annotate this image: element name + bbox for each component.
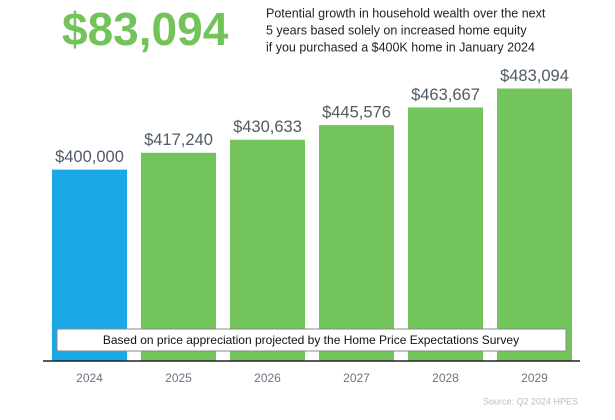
- note: Based on price appreciation projected by…: [103, 333, 519, 347]
- bars: $400,000 $417,240 $430,633 $445,576 $463,667…: [52, 67, 572, 361]
- value-label: $483,094: [500, 67, 569, 85]
- bar: [497, 88, 572, 361]
- bar: [319, 125, 394, 361]
- x-tick-label: 2029: [521, 371, 548, 385]
- source: Source: Q2 2024 HPES: [483, 396, 578, 406]
- headline: $83,094: [62, 3, 229, 55]
- value-label: $430,633: [233, 118, 302, 136]
- note-box: [56, 328, 567, 352]
- value-label: $463,667: [411, 86, 480, 104]
- x-tick-label: 2024: [76, 371, 103, 385]
- x-tick-label: 2028: [432, 371, 459, 385]
- subtitle-line: 5 years based solely on increased home e…: [266, 23, 527, 37]
- bar: [230, 139, 305, 361]
- value-label: $400,000: [55, 148, 124, 166]
- subtitle-line: Potential growth in household wealth ove…: [266, 6, 546, 20]
- value-label: $445,576: [322, 103, 391, 121]
- bar: [408, 107, 483, 361]
- subtitle-line: if you purchased a $400K home in January…: [266, 40, 535, 54]
- x-tick-label: 2027: [343, 371, 370, 385]
- bar: [141, 152, 216, 361]
- x-tick-label: 2026: [254, 371, 281, 385]
- x-tick-label: 2025: [165, 371, 192, 385]
- value-label: $417,240: [144, 131, 213, 149]
